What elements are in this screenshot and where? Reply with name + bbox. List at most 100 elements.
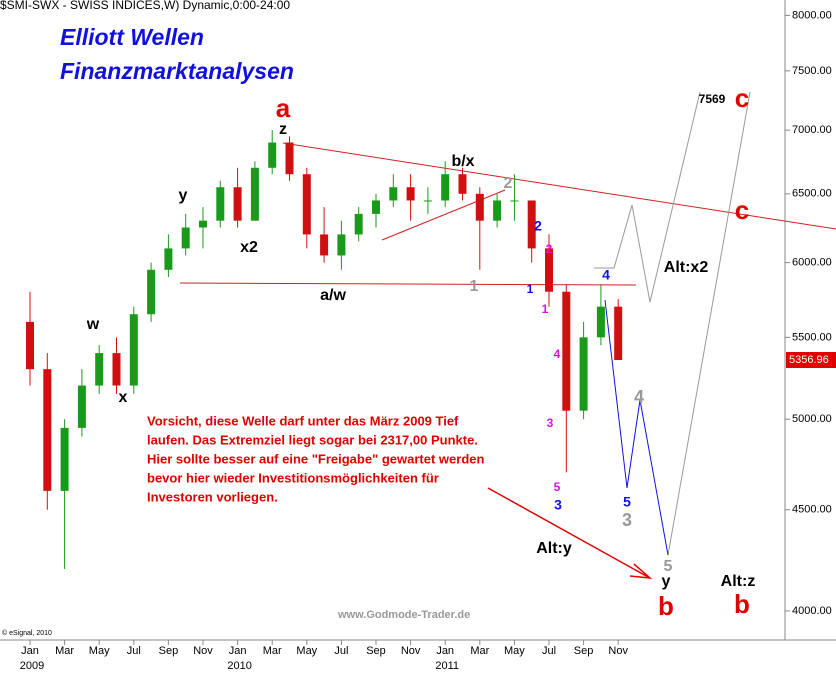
y-tick-label: 4500.00: [792, 504, 832, 516]
wave-label: 2: [546, 242, 553, 256]
x-tick-label: May: [296, 645, 317, 657]
x-tick-label: Mar: [263, 645, 282, 657]
candle-body: [527, 200, 536, 249]
x-tick-label: Sep: [159, 645, 179, 657]
candle-body: [545, 248, 553, 292]
candle-body: [199, 220, 207, 228]
wave-label: c: [735, 195, 749, 225]
x-tick-label: May: [89, 645, 110, 657]
wave-label: x: [119, 389, 128, 406]
candle-body: [26, 321, 34, 370]
wave-label: Alt:z: [721, 573, 756, 590]
x-year-label: 2009: [20, 660, 44, 672]
projection: [594, 91, 701, 303]
wave-label: 3: [622, 510, 632, 530]
y-tick-label: 7000.00: [792, 124, 832, 136]
trend-line: [282, 142, 836, 230]
wave-label: 1: [527, 282, 534, 296]
candle-body: [164, 248, 173, 270]
candle-body: [389, 187, 398, 201]
candle-body: [406, 187, 415, 201]
title: Finanzmarktanalysen: [60, 58, 294, 84]
candle-body: [458, 174, 467, 194]
x-tick-label: Sep: [574, 645, 594, 657]
wave-label: y: [662, 573, 671, 590]
wave-label: 1: [542, 302, 549, 316]
wave-label: a/w: [320, 287, 346, 304]
candle-body: [95, 353, 104, 386]
candle-body: [147, 269, 156, 315]
y-tick-label: 6500.00: [792, 188, 832, 200]
wave-label: 4: [554, 347, 561, 361]
candle-body: [216, 187, 225, 221]
x-tick-label: Mar: [470, 645, 489, 657]
candle-body: [285, 142, 294, 175]
x-tick-label: Jan: [436, 645, 454, 657]
x-tick-label: Nov: [193, 645, 213, 657]
wave-label: x2: [240, 239, 258, 256]
wave-label: c: [735, 83, 749, 113]
warning-note: Hier sollte besser auf eine "Freigabe" g…: [147, 451, 485, 466]
x-year-label: 2010: [227, 660, 251, 672]
candle-body: [302, 174, 311, 235]
wave-label: Alt:y: [536, 540, 572, 557]
candle-body: [354, 213, 363, 235]
y-tick-label: 7500.00: [792, 65, 832, 77]
copyright: © eSignal, 2010: [2, 629, 52, 637]
x-year-label: 2011: [435, 660, 459, 672]
warning-note: bevor hier wieder Investitionsmöglichkei…: [147, 470, 439, 485]
x-tick-label: Jul: [334, 645, 348, 657]
candle-body: [268, 142, 277, 168]
x-tick-label: Jul: [127, 645, 141, 657]
y-tick-label: 4000.00: [792, 605, 832, 617]
candle-body: [441, 174, 450, 201]
wave-label: b: [658, 591, 674, 621]
projection: [604, 299, 669, 556]
candle-body: [423, 200, 432, 202]
wave-label: Alt:x2: [664, 259, 709, 276]
last-price-label: 5356.96: [789, 354, 829, 366]
wave-label: 7569: [699, 92, 726, 106]
candle-body: [614, 306, 623, 360]
candle-body: [337, 234, 346, 256]
candle-body: [510, 200, 519, 202]
wave-label: w: [86, 316, 100, 333]
wave-label: a: [276, 93, 291, 123]
x-tick-label: Nov: [608, 645, 628, 657]
last-price-box: [786, 351, 836, 368]
x-tick-label: Mar: [55, 645, 74, 657]
candle-body: [112, 353, 121, 386]
candle-body: [129, 314, 138, 386]
support-line: [179, 282, 637, 286]
y-tick-label: 5500.00: [792, 331, 832, 343]
candle-body: [43, 369, 52, 491]
wave-label: 5: [664, 558, 673, 575]
warning-note: Vorsicht, diese Welle darf unter das Mär…: [147, 413, 459, 428]
candle-body: [233, 187, 242, 221]
candle-body: [320, 234, 329, 256]
candle-body: [250, 167, 259, 221]
channel-line: [381, 189, 506, 241]
wave-label: b/x: [451, 153, 474, 170]
candle-body: [562, 291, 571, 411]
wave-label: 2: [534, 218, 542, 234]
arrow: [487, 487, 649, 578]
x-tick-label: Sep: [366, 645, 386, 657]
wave-label: 4: [634, 387, 644, 407]
candle-body: [475, 193, 484, 221]
candle-body: [77, 385, 86, 428]
candle-body: [596, 306, 605, 338]
x-tick-label: Jan: [21, 645, 39, 657]
projection: [667, 91, 751, 556]
wave-label: 4: [602, 267, 610, 283]
y-tick-label: 8000.00: [792, 9, 832, 21]
candle-body: [181, 227, 190, 249]
x-tick-label: Jul: [542, 645, 556, 657]
wave-label: y: [179, 187, 188, 204]
wave-label: 5: [623, 494, 631, 510]
wave-label: 3: [547, 416, 554, 430]
x-tick-label: May: [504, 645, 525, 657]
y-tick-label: 6000.00: [792, 256, 832, 268]
